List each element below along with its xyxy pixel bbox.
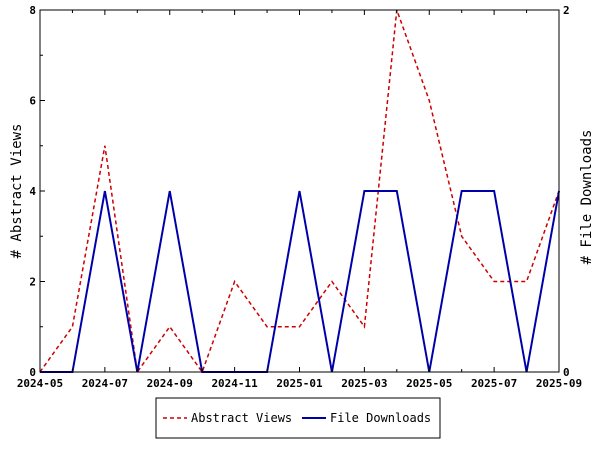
- y-axis-left-title: # Abstract Views: [9, 124, 25, 259]
- plot-marks: [39, 9, 560, 374]
- legend: Abstract Views File Downloads: [155, 397, 441, 439]
- y-axis-right: 02: [554, 4, 570, 379]
- y-left-tick-label: 4: [29, 185, 36, 198]
- y-left-tick-label: 8: [29, 4, 36, 17]
- x-tick-label: 2025-03: [341, 377, 387, 390]
- y-axis-right-title: # File Downloads: [579, 130, 595, 265]
- x-tick-label: 2024-09: [147, 377, 193, 390]
- y-left-tick-label: 2: [29, 276, 36, 289]
- y-axis-left: 0 2 4 6 8: [29, 4, 45, 379]
- x-axis: 2024-05 2024-07 2024-09 2024-11 2025-01 2025-…: [17, 10, 582, 390]
- y-right-tick-label: 0: [563, 366, 570, 379]
- x-tick-label: 2025-07: [471, 377, 517, 390]
- x-tick-label: 2025-09: [536, 377, 582, 390]
- series-line-abstract-views: [39, 9, 560, 374]
- x-tick-label: 2024-11: [211, 377, 258, 390]
- y-left-tick-label: 6: [29, 95, 36, 108]
- legend-label-abstract-views: Abstract Views: [191, 411, 292, 425]
- x-tick-label: 2025-05: [406, 377, 452, 390]
- x-tick-label: 2025-01: [276, 377, 323, 390]
- y-left-tick-label: 0: [29, 366, 36, 379]
- x-tick-label: 2024-05: [17, 377, 63, 390]
- legend-box: [155, 397, 441, 439]
- x-tick-label: 2024-07: [82, 377, 128, 390]
- y-right-tick-label: 2: [563, 4, 570, 17]
- series-line-file-downloads: [40, 190, 560, 373]
- legend-label-file-downloads: File Downloads: [330, 411, 431, 425]
